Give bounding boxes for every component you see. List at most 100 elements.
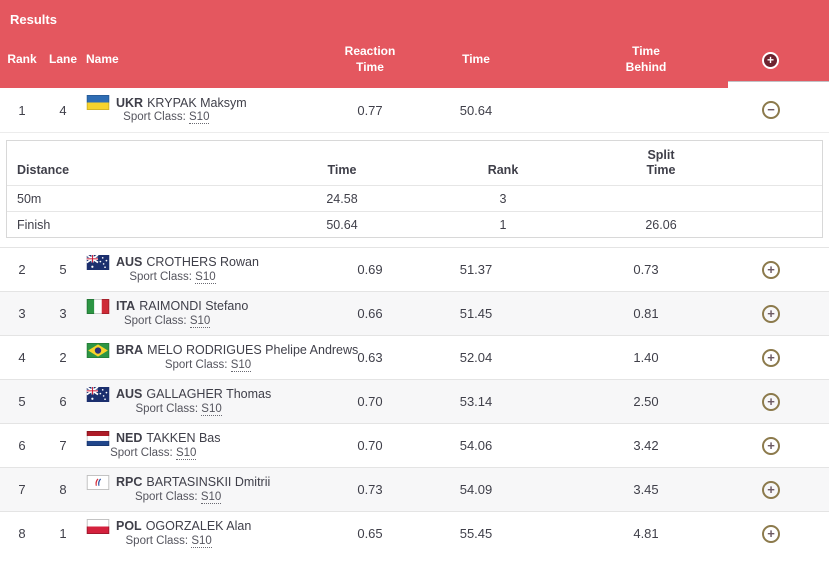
- athlete-cell: POL OGORZALEK Alan Sport Class: S10: [82, 518, 330, 549]
- result-row: 1 4 UKR KRYPAK Maksym Sport Class: S10 0…: [0, 88, 829, 133]
- country-code: RPC: [116, 475, 143, 489]
- flag-bra-icon: [86, 342, 110, 358]
- sport-class: Sport Class: S10: [86, 534, 251, 548]
- expand-row-icon[interactable]: +: [762, 436, 780, 455]
- athlete-cell: NED TAKKEN Bas Sport Class: S10: [82, 430, 330, 461]
- result-row: 7 8 RPC BARTASINSKII Dmitrii Sport Class…: [0, 467, 829, 511]
- result-row: 3 3 ITA RAIMONDI Stefano Sport Class: S1…: [0, 291, 829, 335]
- expand-row-icon[interactable]: +: [762, 480, 780, 499]
- column-header-row: Rank Lane Name Reaction Time Time Time B…: [0, 32, 829, 88]
- page-title: Results: [10, 12, 57, 27]
- rank-value: 1: [18, 102, 26, 118]
- sport-class: Sport Class: S10: [86, 358, 330, 372]
- country-code: NED: [116, 431, 143, 445]
- sport-class-value[interactable]: S10: [200, 490, 222, 504]
- collapse-row-icon[interactable]: −: [762, 101, 780, 119]
- athlete-name: BARTASINSKII Dmitrii: [146, 475, 271, 489]
- column-header-rank: Rank: [7, 52, 37, 67]
- sport-class: Sport Class: S10: [86, 111, 247, 124]
- sport-class-value[interactable]: S10: [189, 111, 210, 124]
- time-value: 54.06: [459, 438, 493, 453]
- sport-class: Sport Class: S10: [86, 270, 259, 284]
- split-row: 50m 24.58 3: [7, 185, 822, 211]
- lane-value: 7: [59, 438, 67, 453]
- country-code: UKR: [116, 95, 144, 110]
- column-header-reaction: Reaction Time: [344, 44, 396, 74]
- time-value: 53.14: [459, 394, 493, 409]
- expand-row-icon[interactable]: +: [762, 524, 780, 543]
- expand-row-icon[interactable]: +: [762, 392, 780, 411]
- split-column-time: Time: [327, 163, 357, 178]
- time-value: 55.45: [459, 526, 493, 541]
- result-row: 4 2 BRA MELO RODRIGUES Phelipe Andrews S…: [0, 335, 829, 379]
- reaction-time-value: 0.77: [357, 102, 383, 118]
- country-code: AUS: [116, 387, 143, 401]
- expand-all-icon[interactable]: +: [762, 51, 779, 69]
- lane-value: 1: [59, 526, 67, 541]
- flag-ned-icon: [86, 430, 110, 446]
- time-behind-value: 2.50: [633, 394, 659, 409]
- rank-value: 6: [18, 438, 26, 453]
- split-times-panel: Distance Time Rank Split Time 50m 24.58 3 Finis…: [6, 140, 823, 238]
- lane-value: 3: [59, 306, 67, 321]
- sport-class: Sport Class: S10: [86, 314, 248, 328]
- column-header-behind: Time Behind: [625, 44, 667, 74]
- sport-class-value[interactable]: S10: [195, 270, 216, 284]
- sport-class-value[interactable]: S10: [189, 314, 211, 328]
- lane-value: 5: [59, 262, 67, 277]
- athlete-name: RAIMONDI Stefano: [139, 299, 249, 313]
- flag-aus-icon: [86, 386, 110, 402]
- sport-class-label: Sport Class:: [123, 314, 187, 327]
- reaction-time-value: 0.70: [357, 438, 383, 453]
- expand-row-icon[interactable]: +: [762, 304, 780, 323]
- flag-pol-icon: [86, 518, 110, 534]
- column-header-lane: Lane: [48, 52, 77, 67]
- country-code: BRA: [116, 343, 144, 357]
- split-splittime-value: 26.06: [645, 217, 677, 232]
- split-column-distance: Distance: [17, 163, 70, 178]
- lane-value: 8: [59, 482, 67, 497]
- expander-cell: +: [750, 392, 829, 411]
- result-row: 2 5 AUS CROTHERS Rowan Sport Class: S10 …: [0, 247, 829, 291]
- sport-class-value[interactable]: S10: [175, 446, 197, 460]
- athlete-name: MELO RODRIGUES Phelipe Andrews: [147, 343, 359, 357]
- expand-row-icon[interactable]: +: [762, 260, 780, 279]
- reaction-time-value: 0.66: [357, 306, 383, 321]
- sport-class-label: Sport Class:: [135, 402, 199, 415]
- country-code: AUS: [116, 255, 143, 269]
- reaction-time-value: 0.70: [357, 394, 383, 409]
- sport-class-label: Sport Class:: [134, 490, 198, 503]
- expander-cell: +: [750, 436, 829, 455]
- result-row: 5 6 AUS GALLAGHER Thomas Sport Class: S1…: [0, 379, 829, 423]
- sport-class-value[interactable]: S10: [191, 534, 212, 548]
- flag-ita-icon: [86, 298, 110, 314]
- split-column-rank: Rank: [487, 163, 519, 178]
- athlete-cell: BRA MELO RODRIGUES Phelipe Andrews Sport…: [82, 342, 358, 373]
- sport-class-value[interactable]: S10: [230, 358, 252, 372]
- time-behind-value: 3.45: [633, 482, 659, 497]
- column-header-name: Name: [86, 52, 119, 67]
- split-distance-value: 50m: [17, 191, 42, 206]
- athlete-cell: RPC BARTASINSKII Dmitrii Sport Class: S1…: [82, 474, 330, 505]
- expand-row-icon[interactable]: +: [762, 348, 780, 367]
- rank-value: 4: [18, 350, 26, 365]
- athlete-cell: ITA RAIMONDI Stefano Sport Class: S10: [82, 298, 330, 329]
- time-value: 51.37: [459, 262, 493, 277]
- sport-class-label: Sport Class:: [164, 358, 228, 371]
- sport-class-label: Sport Class:: [129, 270, 192, 283]
- athlete-name: GALLAGHER Thomas: [146, 387, 272, 401]
- time-behind-value: 0.81: [633, 306, 659, 321]
- split-header-row: Distance Time Rank Split Time: [7, 141, 822, 185]
- time-behind-value: 0.73: [633, 262, 659, 277]
- sport-class: Sport Class: S10: [86, 490, 270, 504]
- reaction-time-value: 0.73: [357, 482, 383, 497]
- rank-value: 8: [18, 526, 26, 541]
- split-rank-value: 1: [499, 217, 507, 232]
- split-row: Finish 50.64 1 26.06: [7, 211, 822, 237]
- split-time-value: 50.64: [326, 217, 358, 232]
- results-rows: 1 4 UKR KRYPAK Maksym Sport Class: S10 0…: [0, 88, 829, 555]
- reaction-time-value: 0.69: [357, 262, 383, 277]
- sport-class-value[interactable]: S10: [201, 402, 222, 416]
- expander-cell: +: [750, 348, 829, 367]
